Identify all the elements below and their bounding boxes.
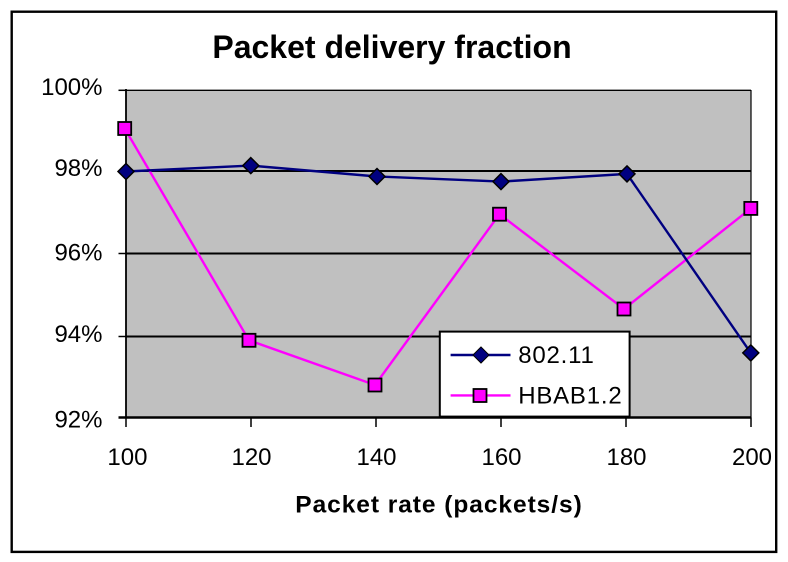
svg-text:160: 160 [481,444,521,471]
svg-text:802.11: 802.11 [518,342,594,369]
svg-text:HBAB1.2: HBAB1.2 [518,382,622,409]
svg-text:96%: 96% [54,239,102,266]
svg-text:200: 200 [732,444,772,471]
svg-text:98%: 98% [54,155,102,182]
svg-text:100%: 100% [41,74,102,101]
svg-text:180: 180 [606,444,646,471]
svg-text:92%: 92% [54,406,102,433]
svg-text:120: 120 [231,444,271,471]
svg-text:Packet rate (packets/s): Packet rate (packets/s) [295,492,582,519]
svg-text:140: 140 [356,444,396,471]
svg-text:Packet delivery fraction: Packet delivery fraction [212,29,571,65]
svg-text:94%: 94% [54,321,102,348]
svg-text:100: 100 [107,444,147,471]
